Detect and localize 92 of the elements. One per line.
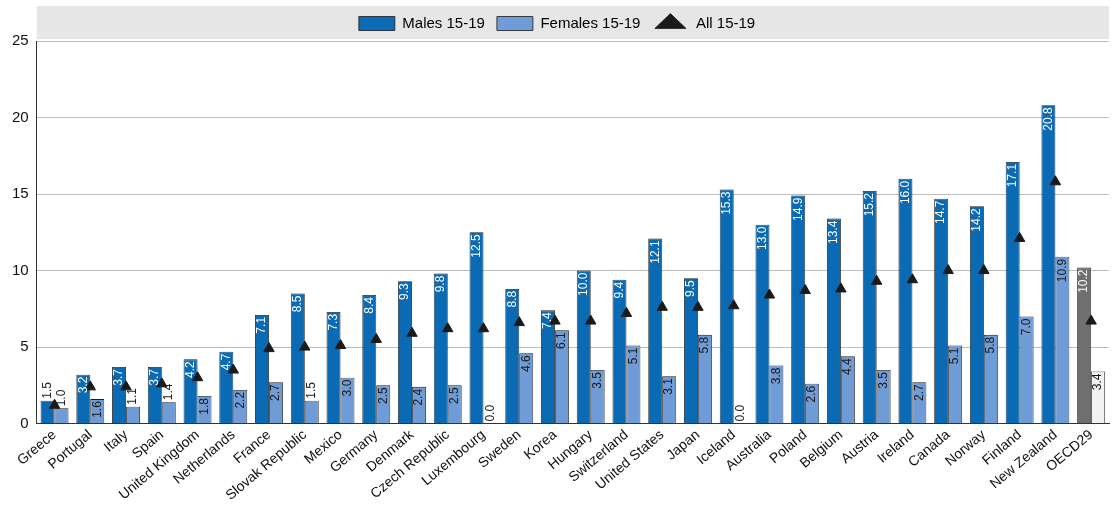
- point: [370, 332, 382, 343]
- data-label: 5.1: [625, 347, 640, 365]
- data-label: 10.9: [1054, 258, 1069, 283]
- data-label: 4.6: [518, 354, 533, 372]
- data-label: 20.8: [1040, 106, 1055, 131]
- point: [727, 299, 740, 310]
- data-label: 5.8: [697, 336, 712, 354]
- data-label: 14.7: [933, 200, 948, 224]
- data-label: 7.4: [540, 312, 555, 330]
- data-label: 1.5: [39, 381, 54, 399]
- data-label: 3.4: [1090, 373, 1105, 391]
- data-label: 4.2: [182, 361, 197, 379]
- data-label: 14.9: [790, 197, 805, 221]
- data-label: 8.8: [504, 290, 519, 308]
- data-label: 7.3: [325, 313, 340, 331]
- data-label: 13.0: [754, 226, 769, 251]
- data-label: 3.5: [875, 371, 890, 389]
- data-label: 9.8: [433, 275, 448, 293]
- data-label: 6.1: [554, 331, 569, 349]
- point: [1049, 175, 1062, 186]
- data-label: 3.1: [661, 377, 676, 395]
- data-label: 2.6: [804, 385, 819, 403]
- data-label: 3.0: [339, 379, 354, 397]
- point: [870, 274, 883, 285]
- y-tick-label: 10: [12, 260, 29, 278]
- data-label: 2.7: [268, 383, 283, 401]
- data-label: 15.3: [719, 191, 734, 215]
- point: [442, 322, 454, 333]
- point: [477, 322, 490, 333]
- x-tick-label: Italy: [100, 426, 131, 455]
- point: [513, 316, 525, 327]
- data-label: 7.1: [254, 316, 269, 334]
- data-label: 14.2: [969, 207, 984, 232]
- data-label: 3.2: [75, 376, 90, 394]
- legend-label: Females 15-19: [540, 13, 641, 31]
- y-tick-label: 5: [20, 337, 29, 355]
- data-label: 13.4: [826, 220, 841, 244]
- point: [1085, 314, 1097, 325]
- point: [763, 288, 776, 299]
- point: [656, 300, 668, 311]
- data-label: 5.1: [947, 347, 962, 365]
- data-label: 1.0: [53, 389, 68, 407]
- data-label: 2.5: [447, 387, 462, 405]
- data-label: 12.1: [647, 240, 662, 264]
- point: [692, 300, 704, 311]
- data-label: 9.3: [397, 282, 412, 300]
- data-label: 2.4: [411, 388, 426, 406]
- data-label: 8.5: [290, 295, 305, 313]
- data-label: 2.5: [375, 387, 390, 405]
- data-label: 3.5: [590, 371, 604, 389]
- data-label: 5.8: [983, 336, 998, 354]
- data-label: 15.2: [862, 192, 877, 217]
- data-label: 4.4: [840, 357, 855, 375]
- data-label: 0.0: [482, 404, 497, 422]
- data-label: 3.7: [111, 368, 126, 386]
- data-label: 3.7: [147, 368, 162, 386]
- point: [835, 282, 847, 293]
- point: [299, 340, 311, 351]
- point: [906, 273, 919, 284]
- legend-label: Males 15-19: [402, 13, 485, 31]
- data-label: 7.0: [1018, 318, 1033, 336]
- y-tick-label: 25: [12, 31, 29, 49]
- data-label: 1.1: [125, 387, 140, 405]
- data-label: 16.0: [897, 180, 912, 205]
- data-label: 9.4: [611, 281, 626, 299]
- data-label: 2.7: [911, 383, 926, 401]
- data-label: 3.8: [768, 367, 783, 385]
- data-label: 4.7: [218, 353, 233, 371]
- y-tick-label: 20: [12, 107, 29, 125]
- point: [799, 283, 811, 294]
- point: [978, 264, 990, 275]
- point: [1013, 231, 1026, 242]
- data-label: 2.2: [232, 391, 247, 409]
- data-label: 8.4: [361, 296, 376, 314]
- data-label: 0.0: [732, 404, 747, 422]
- point: [585, 314, 597, 325]
- data-label: 10.2: [1076, 269, 1091, 293]
- y-tick-label: 15: [12, 184, 29, 202]
- point: [334, 339, 347, 350]
- legend-label: All 15-19: [695, 13, 756, 31]
- point: [263, 342, 275, 353]
- data-label: 1.5: [304, 381, 319, 399]
- data-label: 9.5: [683, 279, 698, 297]
- point: [406, 326, 418, 337]
- data-label: 1.8: [196, 397, 211, 415]
- data-label: 17.1: [1004, 163, 1019, 188]
- y-tick-label: 0: [20, 413, 29, 431]
- point: [942, 264, 954, 275]
- data-label: 12.5: [468, 233, 483, 258]
- data-label: 10.0: [576, 272, 591, 296]
- point: [620, 306, 633, 317]
- data-label: 1.6: [89, 400, 104, 418]
